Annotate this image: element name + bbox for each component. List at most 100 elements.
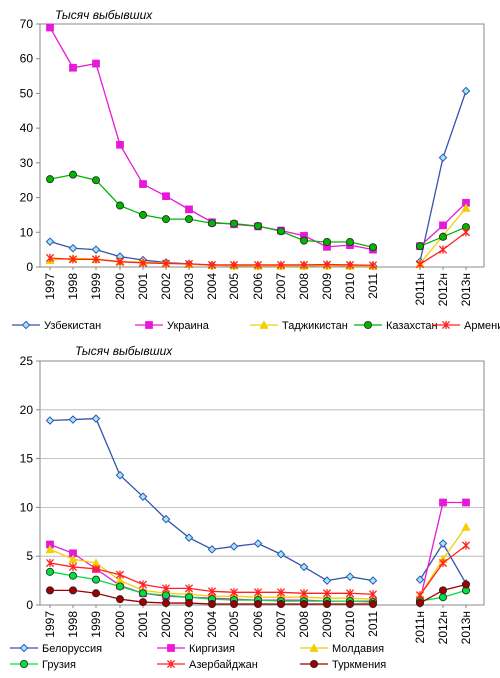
legend-marker	[19, 643, 29, 653]
legend-item: Туркмения	[300, 659, 386, 671]
x-tick-label: 1997	[43, 611, 57, 638]
legend-item: Армения	[432, 320, 500, 332]
data-point	[276, 549, 286, 559]
legend-marker	[166, 659, 176, 669]
y-tick-label: 20	[20, 191, 34, 205]
data-point	[115, 570, 125, 579]
data-point	[46, 175, 55, 184]
legend-marker	[441, 320, 451, 330]
plot-frame	[39, 360, 485, 606]
legend-label: Украина	[167, 320, 210, 332]
x-tick-label: 2011н	[413, 273, 427, 305]
data-point	[299, 589, 309, 598]
data-point	[115, 257, 125, 266]
data-point	[116, 201, 125, 210]
data-point	[69, 586, 78, 595]
data-point	[229, 219, 238, 228]
data-point	[276, 588, 286, 597]
data-point	[438, 558, 448, 568]
data-point	[161, 259, 171, 268]
legend-item: Азербайджан	[157, 659, 258, 671]
legend-marker	[145, 321, 153, 329]
data-point	[207, 545, 217, 554]
data-point	[184, 259, 194, 268]
x-tick-label: 2011	[366, 611, 380, 637]
y-tick-label: 25	[20, 354, 34, 368]
y-tick-label: 5	[26, 549, 33, 563]
x-tick-label: 2012н	[436, 273, 450, 306]
x-tick-label: 2001	[136, 273, 150, 300]
data-point	[68, 562, 78, 572]
series-5	[45, 228, 471, 270]
data-point	[69, 170, 78, 179]
data-point	[45, 544, 55, 554]
legend-label: Азербайджан	[189, 659, 258, 671]
data-point	[68, 243, 78, 253]
legend-item: Грузия	[10, 659, 76, 671]
x-tick-label: 1998	[66, 611, 80, 638]
x-tick-label: 2009	[320, 611, 334, 638]
data-point	[461, 228, 471, 237]
data-point	[415, 260, 425, 269]
legend-label: Белоруссия	[42, 643, 102, 655]
data-point	[68, 255, 78, 264]
data-point	[46, 567, 55, 576]
x-tick-label: 2008	[297, 273, 311, 300]
x-tick-label: 2009	[320, 273, 334, 300]
data-point	[116, 582, 125, 591]
data-point	[299, 562, 309, 572]
legend-label: Казахстан	[386, 320, 438, 332]
data-point	[138, 580, 148, 589]
data-point	[438, 539, 448, 548]
x-tick-label: 2011н	[413, 611, 427, 643]
data-point	[184, 599, 193, 608]
data-point	[415, 242, 424, 251]
data-point	[368, 261, 378, 270]
x-tick-label: 2005	[227, 273, 241, 300]
data-point	[322, 238, 331, 247]
data-point	[45, 558, 55, 568]
y-tick-label: 15	[20, 452, 34, 466]
x-tick-label: 2013н	[459, 273, 473, 306]
data-point	[345, 238, 354, 247]
data-point	[92, 575, 101, 584]
data-point	[461, 86, 471, 96]
data-point	[461, 522, 471, 531]
legend-marker	[19, 660, 28, 669]
x-tick-label: 2004	[205, 273, 219, 300]
data-point	[116, 140, 124, 149]
data-point	[438, 232, 447, 241]
data-point	[368, 576, 378, 585]
legend-item: Таджикистан	[250, 320, 348, 332]
legend-item: Киргизия	[157, 643, 235, 655]
x-tick-label: 2013н	[459, 611, 473, 644]
data-point	[184, 215, 193, 224]
data-point	[184, 533, 194, 542]
legend-marker	[363, 320, 372, 329]
legend-item: Украина	[135, 320, 210, 332]
y-tick-label: 10	[20, 500, 34, 514]
y-tick-label: 0	[26, 260, 33, 274]
data-point	[368, 243, 377, 252]
x-tick-label: 1999	[89, 273, 103, 300]
data-point	[253, 222, 262, 231]
data-point	[322, 576, 332, 585]
legend-item: Казахстан	[354, 320, 438, 332]
x-tick-label: 2002	[159, 273, 173, 300]
data-point	[68, 554, 78, 563]
data-point	[45, 237, 55, 246]
data-point	[299, 600, 308, 609]
data-point	[45, 253, 55, 263]
data-point	[415, 591, 425, 600]
data-point	[229, 588, 239, 597]
data-point	[438, 245, 448, 254]
data-point	[161, 591, 170, 600]
data-point	[161, 514, 171, 524]
data-point	[229, 600, 238, 609]
data-point	[368, 600, 377, 609]
data-point	[46, 586, 55, 595]
data-point	[161, 215, 170, 224]
data-point	[91, 245, 101, 254]
legend-label: Грузия	[42, 659, 76, 671]
